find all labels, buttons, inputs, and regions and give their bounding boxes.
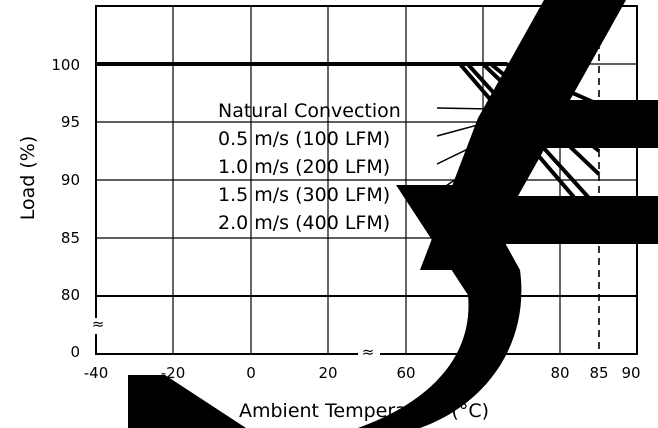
legend-label-1-5-ms: 1.5 m/s (300 LFM) xyxy=(218,184,390,206)
x-tick-label: 20 xyxy=(318,364,337,382)
x-axis-break-mark: ≈ xyxy=(362,343,375,361)
y-axis-break-gap xyxy=(90,318,102,334)
y-axis-break-mark: ≈ xyxy=(92,315,105,333)
y-tick-label: 0 xyxy=(70,343,80,361)
x-tick-label: 90 xyxy=(621,364,640,382)
y-tick-label: 85 xyxy=(61,229,80,247)
x-tick-label: -40 xyxy=(84,364,109,382)
y-tick-label: 100 xyxy=(51,56,80,74)
legend-label-2-0-ms: 2.0 m/s (400 LFM) xyxy=(218,212,390,234)
y-axis-title: Load (%) xyxy=(17,136,39,221)
x-tick-label: 80 xyxy=(550,364,569,382)
legend-label-natural-convection: Natural Convection xyxy=(218,100,401,122)
legend-label-1-0-ms: 1.0 m/s (200 LFM) xyxy=(218,156,390,178)
watermark xyxy=(128,0,658,428)
plot-frame xyxy=(90,5,638,360)
x-tick-label: 0 xyxy=(246,364,256,382)
x-tick-label: 85 xyxy=(589,364,608,382)
y-tick-label: 90 xyxy=(61,171,80,189)
x-axis-break-gap xyxy=(358,348,380,360)
legend-label-0-5-ms: 0.5 m/s (100 LFM) xyxy=(218,128,390,150)
y-tick-label: 95 xyxy=(61,113,80,131)
legend: Natural Convection 0.5 m/s (100 LFM) 1.0… xyxy=(218,100,401,234)
watermark-e-shape xyxy=(420,0,658,270)
y-tick-label: 80 xyxy=(61,286,80,304)
x-tick-label: 60 xyxy=(396,364,415,382)
